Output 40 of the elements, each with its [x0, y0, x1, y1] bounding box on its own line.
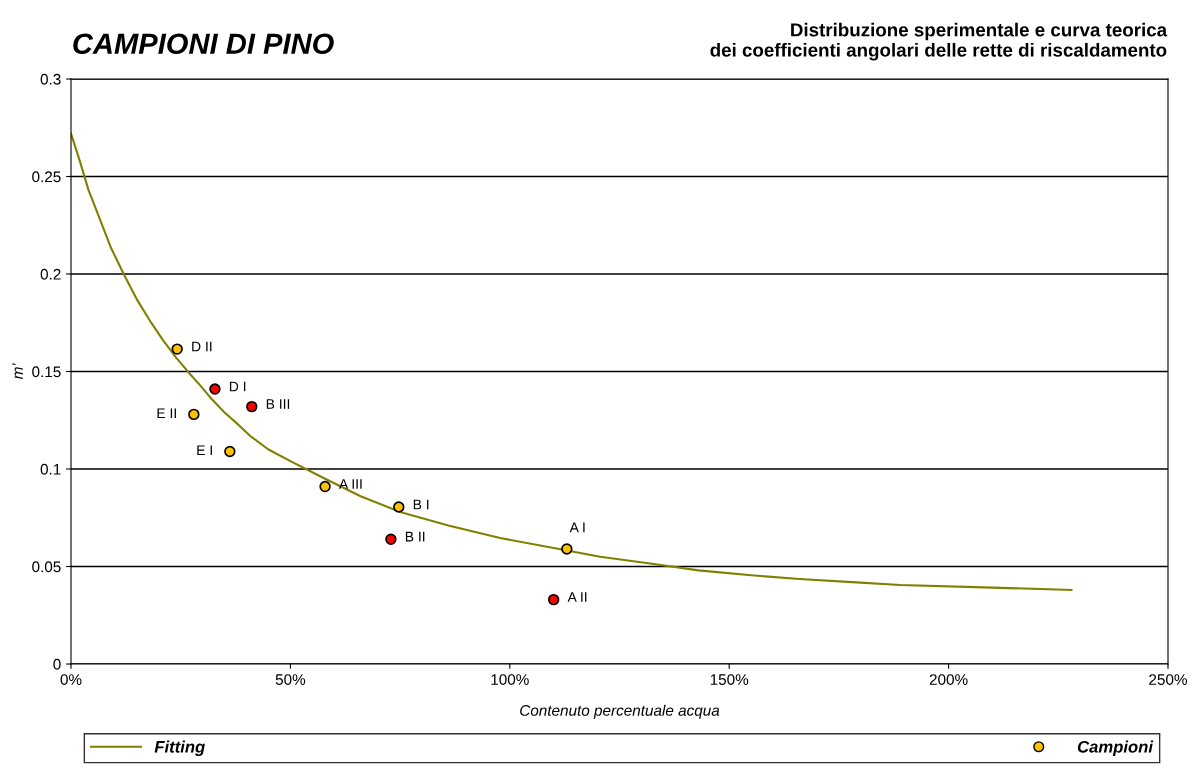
annotation: A III	[338, 479, 362, 489]
x-tick-label: 100%	[491, 674, 529, 685]
annotation: A II	[567, 592, 587, 602]
x-tick-label: 150%	[710, 674, 749, 685]
annotation: B II	[405, 531, 425, 542]
annotation: A I	[569, 522, 585, 533]
point	[385, 533, 397, 545]
point	[171, 343, 183, 355]
y-tick-label: 0.1	[40, 463, 61, 475]
point	[246, 400, 258, 413]
y-tick-label: 0.15	[32, 366, 61, 378]
y-axis-title: m'	[12, 363, 23, 380]
legend-label: Fitting	[154, 740, 205, 756]
x-tick-label: 200%	[929, 674, 968, 685]
y-tick-label: 0.2	[40, 268, 61, 280]
point	[393, 501, 405, 513]
y-tick-label: 0.3	[40, 73, 61, 85]
y-tick-label: 0.05	[32, 561, 61, 573]
y-tick-label: 0.25	[32, 171, 61, 183]
point	[209, 383, 221, 395]
legend-label: Campioni	[1077, 740, 1154, 756]
chart-subtitle: Distribuzione sperimentale e curva teorica dei coefficienti angolari delle rette di riscaldamento	[710, 22, 1168, 61]
annotation: E I	[197, 445, 212, 456]
y-tick-label: 0	[53, 658, 61, 670]
chart-title: CAMPIONI DI PINO	[73, 33, 334, 55]
point	[319, 480, 331, 493]
x-tick-label: 250%	[1149, 674, 1187, 685]
annotation: B I	[413, 499, 429, 510]
point	[188, 408, 200, 421]
line-series	[71, 132, 1073, 591]
annotation: B III	[266, 399, 290, 409]
annotation: E II	[157, 408, 176, 418]
annotation: D II	[192, 341, 212, 352]
x-tick-label: 0%	[60, 674, 82, 685]
point	[561, 543, 573, 555]
x-tick-label: 50%	[275, 674, 306, 685]
point	[224, 445, 236, 458]
x-axis-title: Contenuto percentuale acqua	[520, 704, 720, 719]
point	[547, 593, 560, 606]
annotation: D I	[229, 381, 246, 392]
